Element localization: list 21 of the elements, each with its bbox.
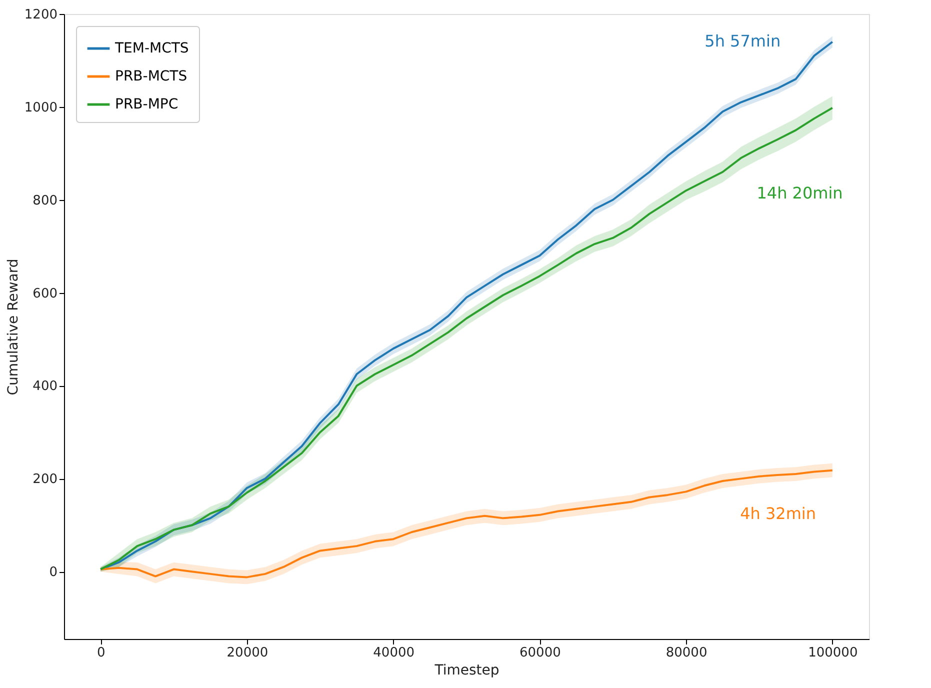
y-axis-title: Cumulative Reward [5, 258, 22, 396]
x-tick-label: 40000 [373, 646, 414, 660]
y-tick-label: 0 [49, 565, 58, 580]
y-tick-label: 400 [32, 379, 58, 394]
x-tick-label: 60000 [520, 646, 561, 660]
legend-label: PRB-MPC [115, 96, 178, 112]
x-tick-label: 0 [96, 646, 106, 660]
annotation: 14h 20min [756, 183, 843, 202]
x-tick-label: 100000 [808, 646, 858, 660]
x-tick-label: 80000 [666, 646, 708, 660]
x-tick-label: 20000 [226, 646, 268, 660]
y-tick-label: 200 [32, 472, 58, 488]
annotation: 4h 32min [740, 504, 816, 523]
legend-label: TEM-MCTS [114, 40, 189, 56]
annotation: 5h 57min [704, 32, 781, 50]
y-tick-label: 1200 [24, 8, 58, 22]
legend-label: PRB-MCTS [115, 68, 188, 84]
y-tick-label: 600 [32, 286, 58, 302]
x-axis-title: Timestep [434, 662, 500, 678]
y-tick-label: 800 [32, 193, 58, 208]
y-tick-label: 1000 [24, 100, 58, 116]
